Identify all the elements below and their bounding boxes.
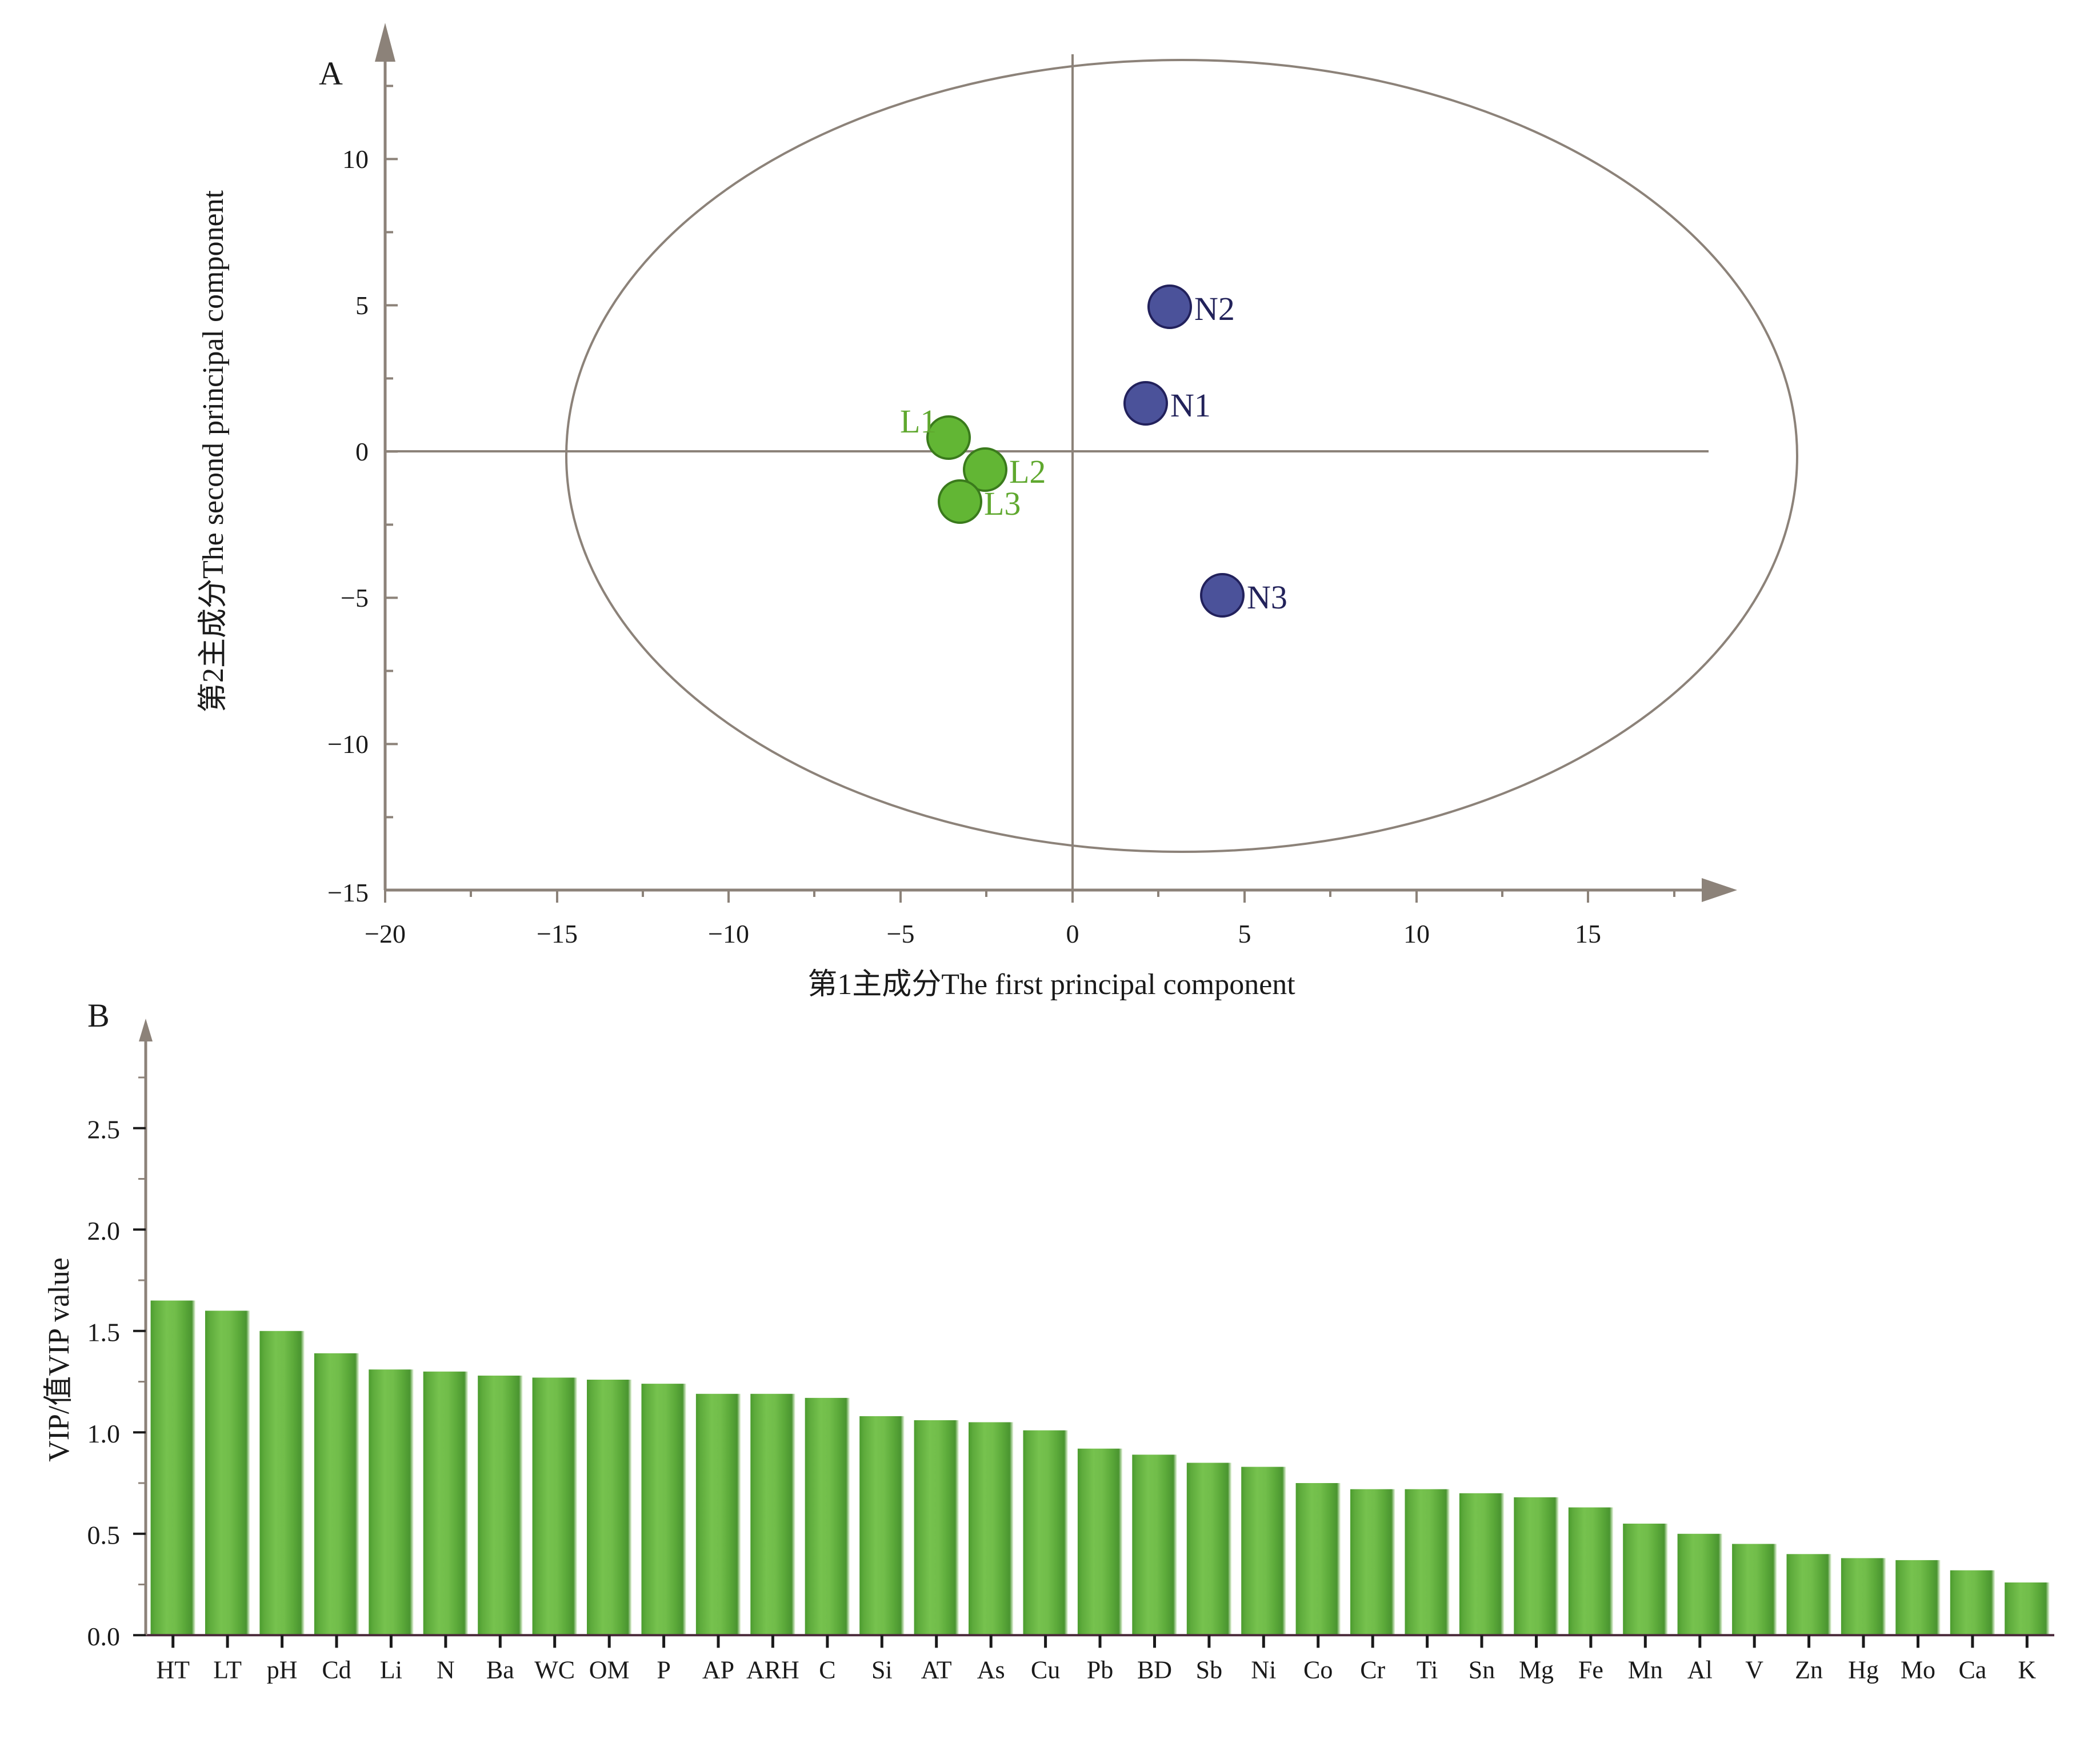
svg-text:Mn: Mn	[1628, 1656, 1663, 1684]
svg-text:Pb: Pb	[1087, 1656, 1113, 1684]
svg-text:HT: HT	[156, 1656, 190, 1684]
svg-text:L1: L1	[900, 403, 937, 440]
svg-text:1.0: 1.0	[87, 1419, 121, 1448]
svg-text:A: A	[319, 55, 343, 92]
svg-text:10: 10	[342, 145, 369, 174]
svg-text:2.5: 2.5	[87, 1115, 121, 1144]
svg-text:N3: N3	[1247, 579, 1287, 616]
svg-text:0: 0	[1066, 919, 1079, 948]
svg-text:1.5: 1.5	[87, 1318, 121, 1347]
svg-text:P: P	[657, 1656, 670, 1684]
svg-text:第2主成分The second principal comp: 第2主成分The second principal component	[197, 190, 230, 712]
svg-text:−15: −15	[537, 919, 578, 948]
svg-text:WC: WC	[534, 1656, 575, 1684]
svg-text:L3: L3	[984, 485, 1021, 522]
svg-text:C: C	[819, 1656, 835, 1684]
svg-text:As: As	[977, 1656, 1005, 1684]
svg-text:Sb: Sb	[1196, 1656, 1222, 1684]
svg-text:Fe: Fe	[1578, 1656, 1603, 1684]
svg-text:0: 0	[355, 437, 369, 466]
svg-text:Zn: Zn	[1795, 1656, 1823, 1684]
svg-text:Co: Co	[1303, 1656, 1333, 1684]
svg-text:5: 5	[355, 291, 369, 320]
svg-text:AP: AP	[702, 1656, 734, 1684]
svg-text:−5: −5	[887, 919, 915, 948]
svg-text:Mg: Mg	[1519, 1656, 1554, 1684]
svg-text:Ni: Ni	[1251, 1656, 1276, 1684]
svg-text:V: V	[1745, 1656, 1763, 1684]
svg-text:Li: Li	[380, 1656, 402, 1684]
svg-text:pH: pH	[267, 1656, 298, 1684]
svg-text:AT: AT	[921, 1656, 952, 1684]
svg-text:OM: OM	[589, 1656, 630, 1684]
svg-text:15: 15	[1575, 919, 1601, 948]
svg-text:B: B	[87, 997, 110, 1034]
svg-text:2.0: 2.0	[87, 1216, 121, 1245]
svg-text:LT: LT	[213, 1656, 242, 1684]
svg-text:N2: N2	[1194, 290, 1235, 327]
svg-text:Al: Al	[1687, 1656, 1713, 1684]
svg-text:Ba: Ba	[486, 1656, 514, 1684]
svg-text:BD: BD	[1137, 1656, 1172, 1684]
svg-text:−10: −10	[327, 730, 369, 759]
svg-text:Mo: Mo	[1901, 1656, 1935, 1684]
svg-text:Cd: Cd	[322, 1656, 351, 1684]
svg-text:第1主成分The first principal compo: 第1主成分The first principal component	[807, 968, 1295, 1001]
svg-text:Cr: Cr	[1360, 1656, 1385, 1684]
svg-text:Ca: Ca	[1958, 1656, 1986, 1684]
svg-text:N1: N1	[1170, 387, 1211, 424]
svg-text:−20: −20	[365, 919, 406, 948]
svg-text:0.0: 0.0	[87, 1622, 121, 1651]
svg-text:Ti: Ti	[1417, 1656, 1438, 1684]
svg-text:ARH: ARH	[746, 1656, 799, 1684]
svg-text:−5: −5	[341, 583, 369, 612]
svg-text:0.5: 0.5	[87, 1521, 121, 1550]
svg-text:VIP/值VIP value: VIP/值VIP value	[43, 1257, 75, 1462]
svg-text:Sn: Sn	[1469, 1656, 1495, 1684]
svg-text:−15: −15	[327, 878, 369, 907]
svg-text:Cu: Cu	[1031, 1656, 1060, 1684]
svg-text:Si: Si	[871, 1656, 893, 1684]
svg-text:N: N	[437, 1656, 455, 1684]
svg-text:10: 10	[1403, 919, 1430, 948]
svg-text:Hg: Hg	[1848, 1656, 1879, 1684]
svg-text:−10: −10	[708, 919, 749, 948]
svg-text:5: 5	[1238, 919, 1251, 948]
svg-text:K: K	[2018, 1656, 2036, 1684]
